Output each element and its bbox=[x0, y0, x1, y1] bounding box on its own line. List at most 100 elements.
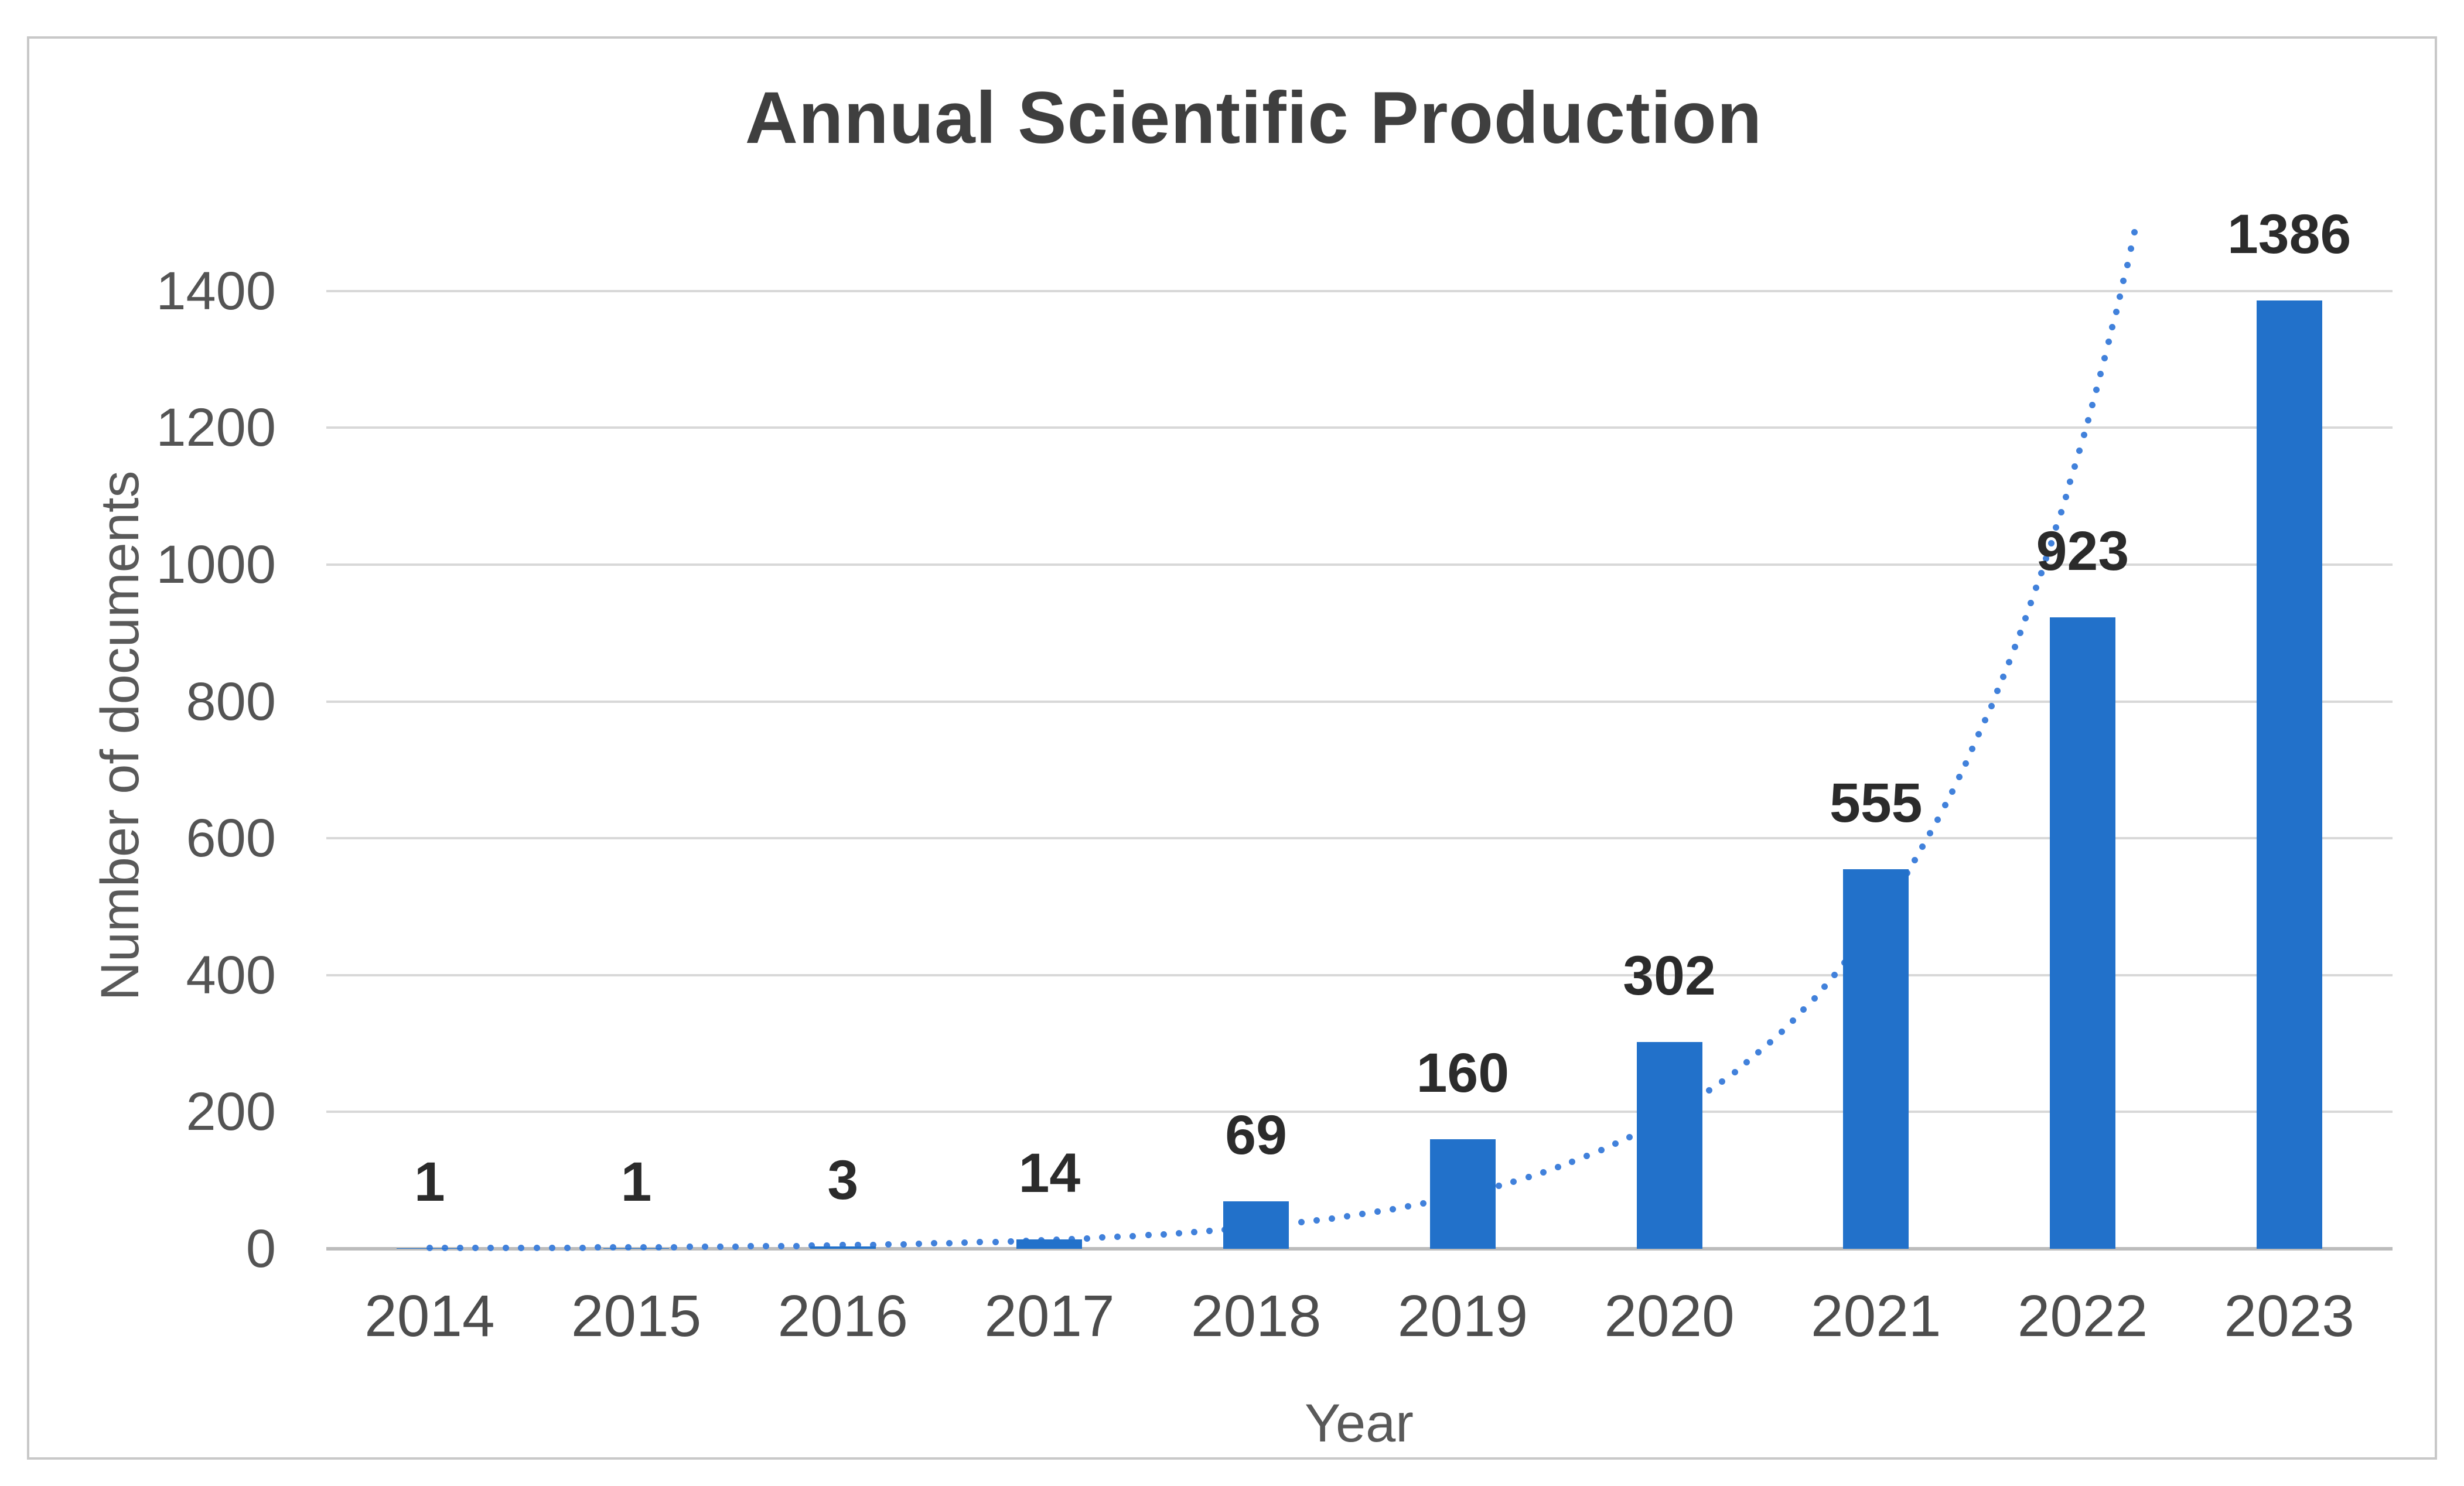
trend-dot bbox=[1994, 688, 2001, 695]
trend-dot bbox=[2005, 658, 2012, 665]
trend-dot bbox=[1569, 1159, 1576, 1166]
trend-dot bbox=[1767, 1039, 1774, 1046]
gridline bbox=[326, 1111, 2393, 1113]
data-label: 69 bbox=[1225, 1104, 1287, 1167]
trend-dot bbox=[1190, 1229, 1197, 1236]
trend-dot bbox=[701, 1244, 708, 1251]
trend-dot bbox=[548, 1244, 555, 1251]
trend-dot bbox=[2080, 432, 2087, 439]
x-tick-label: 2019 bbox=[1397, 1283, 1528, 1349]
trend-dot bbox=[1731, 1068, 1738, 1075]
data-label: 1386 bbox=[2227, 203, 2352, 266]
trend-dot bbox=[1359, 1211, 1366, 1218]
trend-dot bbox=[533, 1244, 540, 1251]
bar bbox=[1636, 1042, 1702, 1249]
trend-dot bbox=[1206, 1228, 1213, 1235]
x-tick-label: 2022 bbox=[2017, 1283, 2148, 1349]
y-tick-label: 800 bbox=[186, 671, 277, 732]
trend-dot bbox=[2120, 277, 2127, 284]
trend-dot bbox=[1129, 1232, 1137, 1239]
bar bbox=[810, 1246, 876, 1249]
trend-dot bbox=[1069, 1235, 1076, 1242]
trend-dot bbox=[1743, 1059, 1750, 1066]
trend-dot bbox=[2113, 308, 2120, 315]
trend-dot bbox=[839, 1242, 846, 1249]
trend-dot bbox=[1175, 1229, 1182, 1236]
trend-dot bbox=[1099, 1234, 1106, 1241]
y-tick-label: 200 bbox=[186, 1082, 277, 1142]
trend-dot bbox=[2057, 508, 2064, 515]
trend-dot bbox=[1755, 1049, 1762, 1056]
trend-dot bbox=[854, 1241, 861, 1248]
trend-dot bbox=[671, 1244, 678, 1251]
bar bbox=[397, 1248, 463, 1249]
data-label: 3 bbox=[827, 1149, 859, 1212]
gridline bbox=[326, 289, 2393, 292]
bar bbox=[1016, 1239, 1083, 1249]
gridline bbox=[326, 973, 2393, 976]
data-label: 14 bbox=[1018, 1142, 1081, 1204]
trend-dot bbox=[2000, 673, 2006, 680]
trend-dot bbox=[1962, 760, 1969, 767]
trend-dot bbox=[1313, 1217, 1320, 1224]
trend-dot bbox=[763, 1243, 770, 1250]
trend-dot bbox=[2084, 416, 2091, 423]
trend-dot bbox=[1941, 802, 1948, 809]
trend-dot bbox=[1540, 1169, 1547, 1176]
trend-dot bbox=[2038, 570, 2045, 577]
trend-dot bbox=[1927, 830, 1934, 837]
trend-dot bbox=[2131, 229, 2138, 236]
y-tick-label: 1200 bbox=[156, 398, 276, 458]
data-label: 302 bbox=[1623, 945, 1716, 1007]
trend-dot bbox=[716, 1243, 723, 1250]
trend-dot bbox=[1554, 1164, 1561, 1171]
y-tick-label: 0 bbox=[245, 1219, 276, 1279]
trend-dot bbox=[2047, 539, 2055, 546]
trend-dot bbox=[2053, 524, 2060, 531]
x-axis-title: Year bbox=[1305, 1393, 1414, 1453]
trend-dot bbox=[992, 1238, 999, 1245]
trend-dot bbox=[1145, 1232, 1152, 1239]
trend-dot bbox=[1778, 1028, 1785, 1035]
trend-dot bbox=[2071, 463, 2079, 470]
x-tick-label: 2014 bbox=[364, 1283, 495, 1349]
trend-dot bbox=[1955, 774, 1963, 781]
trend-dot bbox=[1981, 717, 1988, 724]
gridline bbox=[326, 700, 2393, 703]
data-label: 160 bbox=[1416, 1042, 1510, 1105]
x-tick-label: 2021 bbox=[1811, 1283, 1941, 1349]
trend-dot bbox=[2127, 245, 2134, 252]
trend-dot bbox=[2011, 643, 2018, 650]
trend-dot bbox=[686, 1244, 693, 1251]
y-tick-label: 1400 bbox=[156, 261, 276, 321]
x-tick-label: 2023 bbox=[2224, 1283, 2354, 1349]
trend-dot bbox=[1719, 1078, 1726, 1085]
x-tick-label: 2017 bbox=[984, 1283, 1115, 1349]
trend-dot bbox=[1811, 995, 1818, 1002]
trend-dot bbox=[1420, 1200, 1427, 1207]
trend-dot bbox=[1160, 1231, 1167, 1238]
trend-dot bbox=[2093, 386, 2100, 393]
trend-dot bbox=[1626, 1134, 1633, 1141]
trend-dot bbox=[564, 1244, 571, 1251]
gridline bbox=[326, 563, 2393, 566]
trend-dot bbox=[1583, 1153, 1590, 1160]
trend-dot bbox=[2109, 323, 2116, 330]
trend-dot bbox=[1114, 1234, 1121, 1241]
trend-dot bbox=[1084, 1235, 1091, 1242]
bar bbox=[603, 1248, 670, 1249]
trend-dot bbox=[1912, 856, 1919, 863]
trend-dot bbox=[1495, 1182, 1502, 1189]
trend-dot bbox=[1374, 1208, 1381, 1215]
trend-dot bbox=[610, 1244, 617, 1251]
trend-dot bbox=[487, 1245, 494, 1252]
bar bbox=[1429, 1139, 1496, 1249]
trend-dot bbox=[2097, 370, 2104, 377]
trend-dot bbox=[2105, 338, 2112, 345]
x-axis-line bbox=[326, 1247, 2393, 1251]
trend-dot bbox=[2076, 447, 2083, 455]
trend-dot bbox=[2116, 293, 2123, 300]
bar bbox=[1843, 869, 1909, 1249]
x-tick-label: 2020 bbox=[1604, 1283, 1735, 1349]
